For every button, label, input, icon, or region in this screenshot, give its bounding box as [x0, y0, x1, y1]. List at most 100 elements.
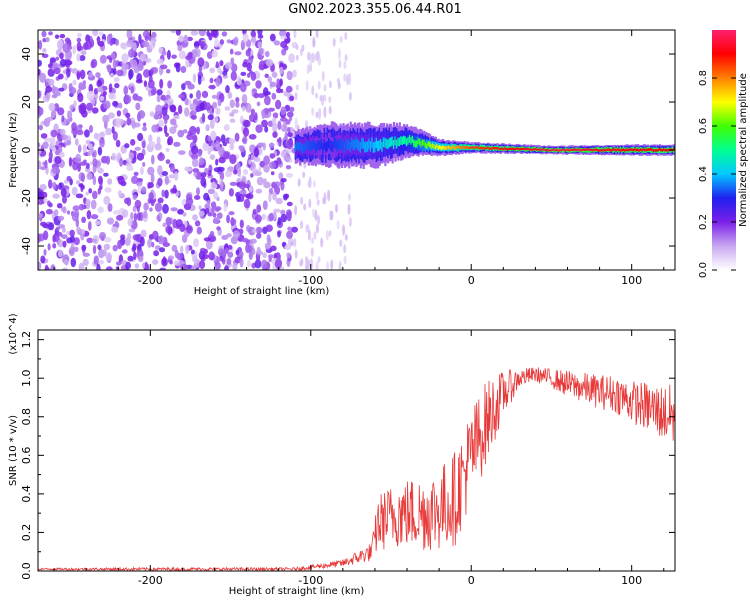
spectrogram-cell	[227, 91, 233, 99]
signal-trace-segment	[455, 146, 458, 150]
spectrogram-cell	[201, 90, 209, 98]
y-axis-label: SNR (10 * v/v)	[8, 415, 19, 486]
spectrogram-cell	[327, 189, 331, 202]
spectrogram-cell	[272, 131, 278, 139]
spectrogram-cell	[283, 194, 288, 201]
spectrogram-cell	[328, 105, 332, 115]
spectrogram-cell	[251, 88, 257, 93]
spectrogram-cell	[39, 184, 47, 191]
spectrogram-cell	[64, 37, 71, 44]
spectrogram-cell	[78, 203, 85, 211]
spectrogram-cell	[256, 101, 261, 107]
spectrogram-cell	[280, 178, 287, 183]
spectrogram-cell	[210, 201, 217, 209]
signal-trace-segment	[343, 142, 346, 154]
signal-trace-segment	[592, 149, 595, 152]
spectrogram-cell	[250, 108, 255, 116]
spectrogram-cell	[343, 60, 347, 70]
spectrogram-cell	[76, 41, 82, 52]
spectrogram-cell	[242, 127, 250, 137]
spectrogram-cell	[229, 118, 236, 123]
spectrogram-cell	[166, 49, 171, 60]
signal-trace-segment	[509, 147, 513, 151]
signal-trace-segment	[462, 145, 465, 149]
spectrogram-cell	[56, 39, 64, 50]
spectrogram-cell	[86, 237, 94, 244]
signal-trace-segment	[431, 143, 435, 149]
signal-trace-segment	[355, 137, 358, 148]
spectrogram-cell	[142, 210, 148, 219]
spectrogram-cell	[62, 227, 66, 233]
spectrogram-cell	[262, 252, 267, 259]
spectrogram-cell	[235, 249, 240, 255]
spectrogram-cell	[255, 188, 263, 194]
signal-trace-segment	[638, 149, 641, 152]
spectrogram-cell	[77, 144, 82, 153]
signal-trace-segment	[488, 147, 491, 150]
spectrogram-cell	[124, 143, 130, 149]
spectrogram-cell	[215, 61, 219, 69]
spectrogram-cell	[158, 119, 165, 127]
signal-trace-segment	[663, 148, 666, 151]
y-tick-label: 0	[20, 147, 33, 154]
spectrogram-cell	[55, 231, 63, 237]
spectrogram-cell	[123, 174, 128, 181]
spectrogram-cell	[60, 58, 67, 67]
spectrogram-cell	[162, 203, 169, 214]
spectrogram-cell	[232, 262, 238, 270]
signal-trace-segment	[553, 148, 556, 151]
spectrogram-cell	[169, 118, 177, 126]
spectrogram-cell	[250, 173, 254, 178]
spectrogram-cell	[50, 129, 58, 138]
spectrogram-cell	[97, 187, 102, 195]
spectrogram-cell	[265, 59, 274, 67]
spectrogram-cell	[301, 44, 305, 52]
spectrogram-cell	[207, 188, 216, 195]
spectrogram-cell	[267, 107, 275, 112]
spectrogram-cell	[164, 116, 168, 125]
spectrogram-cell	[242, 33, 249, 42]
spectrogram-cell	[90, 214, 99, 220]
spectrogram-cell	[339, 239, 343, 247]
spectrogram-cell	[224, 265, 229, 270]
spectrogram-cell	[131, 120, 137, 129]
signal-trace-segment	[366, 141, 370, 152]
spectrogram-cell	[86, 210, 92, 220]
signal-trace-segment	[631, 148, 634, 151]
signal-trace-segment	[495, 147, 498, 150]
spectrogram-cell	[318, 108, 322, 120]
spectrogram-cell	[112, 210, 121, 215]
spectrogram-cell	[144, 261, 149, 270]
spectrogram-cell	[71, 122, 77, 132]
signal-trace-segment	[560, 149, 563, 152]
spectrogram-cell	[318, 56, 321, 66]
signal-trace-segment	[418, 138, 422, 146]
spectrogram-cell	[190, 114, 197, 120]
spectrogram-cell	[278, 172, 284, 180]
spectrogram-cell	[235, 97, 240, 103]
spectrogram-cell	[271, 117, 277, 126]
spectrogram-cell	[151, 31, 157, 38]
spectrogram-cell	[85, 191, 89, 196]
spectrogram-cell	[102, 249, 107, 257]
signal-trace-segment	[554, 149, 557, 152]
spectrogram-cell	[70, 257, 77, 268]
spectrogram-cell	[128, 228, 136, 233]
spectrogram-cell	[107, 203, 113, 212]
spectrogram-cell	[310, 247, 314, 257]
spectrogram-cell	[213, 217, 219, 224]
signal-trace-segment	[572, 148, 575, 151]
spectrogram-cell	[126, 30, 133, 39]
spectrogram-cell	[243, 169, 249, 175]
spectrogram-cell	[65, 59, 71, 65]
spectrogram-cell	[140, 229, 147, 238]
signal-trace-segment	[650, 148, 653, 151]
spectrogram-cell	[278, 136, 282, 147]
spectrogram-cell	[56, 226, 60, 231]
signal-trace-segment	[429, 141, 432, 148]
spectrogram-cell	[47, 243, 51, 251]
spectrogram-cell	[240, 39, 246, 50]
spectrogram-cell	[150, 68, 154, 76]
spectrogram-cell	[161, 50, 167, 56]
spectrogram-cell	[328, 96, 332, 104]
